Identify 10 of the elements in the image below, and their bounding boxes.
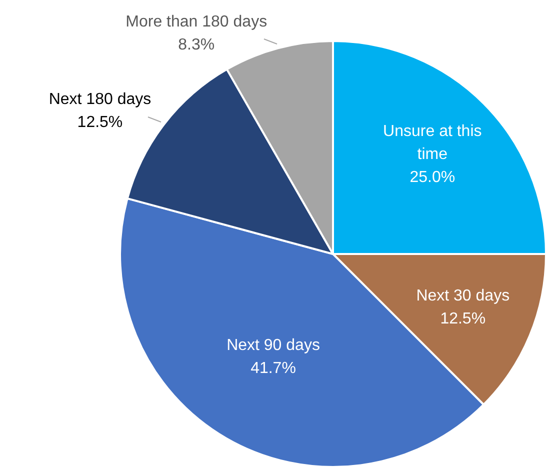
data-label: 25.0% xyxy=(410,169,456,186)
slice-label: More than 180 days xyxy=(126,14,268,31)
slice-label: Next 30 days xyxy=(416,288,510,305)
data-label: 41.7% xyxy=(250,360,296,378)
data-label: 12.5% xyxy=(77,114,123,131)
slice-label: Unsure at this time xyxy=(383,123,482,163)
slice-label: Next 180 days xyxy=(48,90,152,108)
data-label: 8.3% xyxy=(178,36,215,54)
slice-label: Next 90 days xyxy=(226,337,320,354)
data-label: 12.5% xyxy=(440,310,486,328)
